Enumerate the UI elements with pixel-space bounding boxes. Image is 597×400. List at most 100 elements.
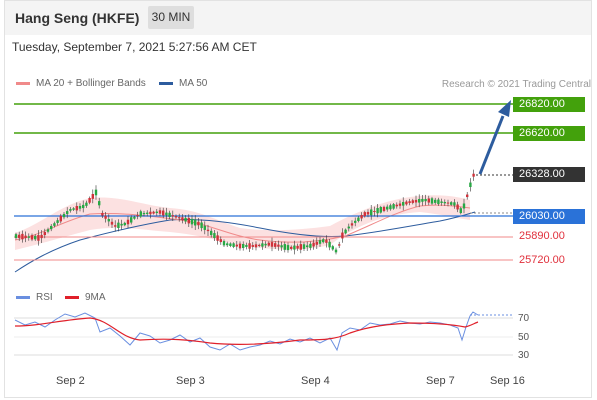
- candle-body: [469, 182, 472, 188]
- candle-body: [405, 201, 408, 205]
- candle-body: [254, 244, 258, 248]
- candle-body: [229, 243, 232, 247]
- candle-body: [232, 243, 235, 247]
- candle-body: [238, 243, 242, 249]
- candle-body: [18, 234, 21, 238]
- candle-body: [296, 245, 299, 249]
- candle-body: [392, 204, 395, 209]
- candle-body: [88, 197, 91, 203]
- candle-body: [203, 225, 206, 230]
- candle-body: [78, 206, 82, 209]
- candle-body: [363, 212, 366, 217]
- copyright-text: Research © 2021 Trading Central: [441, 79, 591, 90]
- ma20-line: [14, 204, 471, 243]
- candle-body: [245, 245, 248, 247]
- interval-button[interactable]: 30 MIN: [148, 6, 194, 29]
- candle-body: [27, 236, 30, 238]
- candle-body: [354, 220, 357, 223]
- candle-body: [40, 234, 43, 239]
- rsi-swatch: [16, 295, 30, 299]
- candle-body: [280, 245, 283, 248]
- candle-body: [117, 222, 120, 229]
- candle-body: [299, 244, 302, 250]
- candle-body: [216, 235, 219, 241]
- candle-body: [258, 244, 261, 247]
- candle-body: [72, 208, 75, 210]
- candle-body: [315, 241, 318, 245]
- candle-body: [46, 229, 50, 232]
- candle-body: [110, 221, 114, 225]
- candle-body: [376, 208, 379, 214]
- candle-body: [466, 194, 469, 198]
- candle-body: [242, 244, 245, 248]
- candle-body: [146, 212, 149, 214]
- timestamp: Tuesday, September 7, 2021 5:27:56 AM CE…: [12, 40, 257, 54]
- candle-body: [94, 189, 98, 196]
- candle-body: [50, 225, 53, 230]
- legend-9ma: 9MA: [65, 292, 106, 303]
- rsi-tick-50: 50: [518, 332, 530, 343]
- level-label-26820: 26820.00: [513, 97, 585, 112]
- candle-body: [181, 217, 184, 221]
- candle-body: [395, 204, 398, 207]
- candle-body: [24, 235, 27, 239]
- candle-body: [91, 193, 94, 199]
- candle-body: [286, 245, 290, 251]
- candle-body: [325, 239, 328, 243]
- candle-body: [414, 199, 418, 203]
- candle-body: [411, 200, 414, 203]
- candle-body: [350, 223, 354, 226]
- candle-body: [66, 211, 69, 215]
- candle-body: [139, 211, 142, 217]
- candle-body: [82, 204, 85, 209]
- candle-body: [462, 203, 466, 209]
- candle-body: [446, 202, 450, 204]
- candle-body: [190, 218, 194, 225]
- level-label-26620: 26620.00: [513, 126, 585, 141]
- legend-ma50-label: MA 50: [179, 78, 208, 89]
- candle-body: [21, 233, 24, 240]
- candle-body: [130, 217, 133, 223]
- legend-rsi-label: RSI: [36, 292, 53, 303]
- candle-body: [101, 212, 104, 216]
- candle-body: [59, 215, 62, 222]
- candle-body: [155, 211, 158, 214]
- candle-body: [267, 242, 270, 246]
- candle-body: [290, 246, 293, 249]
- candle-body: [174, 216, 178, 218]
- candle-body: [178, 217, 181, 219]
- candle-body: [459, 208, 462, 214]
- candle-body: [56, 220, 59, 223]
- candle-body: [206, 229, 210, 232]
- candle-body: [373, 210, 376, 213]
- candle-body: [149, 211, 152, 215]
- level-label-25890: 25890.00: [519, 230, 565, 242]
- bollinger-band: [15, 195, 470, 250]
- candle-body: [302, 244, 306, 249]
- legend-ma20: MA 20 + Bollinger Bands: [16, 78, 146, 89]
- x-tick-sep16: Sep 16: [490, 375, 525, 387]
- ma50-swatch: [159, 81, 173, 85]
- candle-body: [456, 204, 459, 210]
- candle-body: [334, 249, 338, 253]
- candle-body: [222, 241, 226, 246]
- candle-body: [283, 244, 286, 250]
- candle-body: [357, 217, 360, 222]
- candle-body: [142, 212, 146, 215]
- candle-body: [162, 210, 165, 216]
- rsi-tick-70: 70: [518, 313, 530, 324]
- rsi-9ma-line: [14, 317, 479, 346]
- candle-body: [453, 202, 456, 206]
- x-tick-sep2: Sep 2: [56, 375, 85, 387]
- candle-body: [248, 243, 251, 249]
- candle-body: [293, 245, 296, 250]
- last-price-label: 26328.00: [513, 167, 585, 182]
- candle-body: [107, 219, 110, 222]
- candle-body: [270, 242, 274, 247]
- candle-body: [197, 221, 200, 226]
- candle-body: [34, 235, 37, 240]
- candle-body: [168, 212, 171, 217]
- ma20-swatch: [16, 81, 30, 85]
- candle-body: [408, 201, 411, 203]
